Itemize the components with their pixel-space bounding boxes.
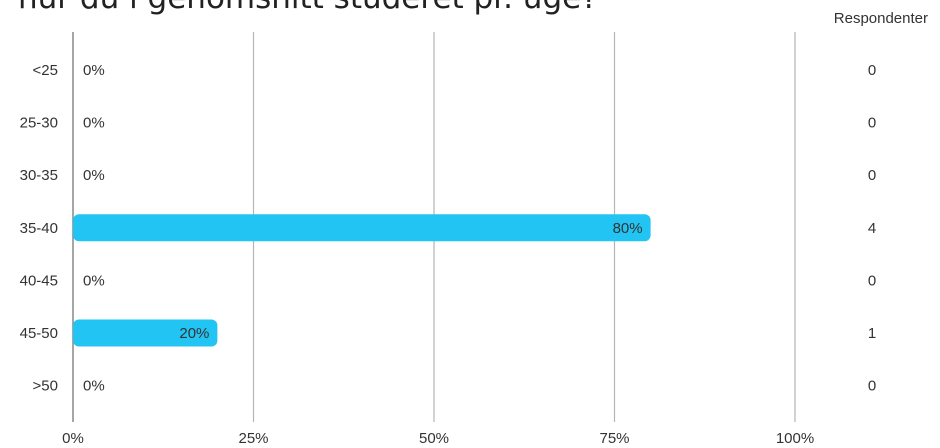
bar-value-label: 0% bbox=[83, 272, 105, 289]
x-tick-label: 75% bbox=[599, 430, 629, 447]
x-tick-label: 50% bbox=[419, 430, 449, 447]
category-label: 35-40 bbox=[20, 220, 58, 237]
category-label: 45-50 bbox=[20, 325, 58, 342]
bar bbox=[73, 319, 218, 347]
category-label: >50 bbox=[33, 378, 58, 395]
chart-title: hur du i genomsnitt studeret pr. uge? bbox=[0, 0, 818, 20]
bar-value-label: 0% bbox=[83, 62, 105, 79]
category-label: 40-45 bbox=[20, 272, 58, 289]
bar-value-label: 0% bbox=[83, 378, 105, 395]
count-column-header: Respondenter bbox=[833, 10, 928, 27]
respondent-count: 1 bbox=[868, 325, 876, 342]
bar-value-label: 20% bbox=[179, 325, 209, 342]
respondent-count: 0 bbox=[868, 167, 876, 184]
category-label: <25 bbox=[33, 62, 58, 79]
x-tick-label: 100% bbox=[776, 430, 814, 447]
x-tick-label: 0% bbox=[62, 430, 84, 447]
respondent-count: 0 bbox=[868, 378, 876, 395]
x-tick-label: 25% bbox=[238, 430, 268, 447]
bar bbox=[73, 214, 651, 242]
respondent-count: 0 bbox=[868, 115, 876, 132]
bar-value-label: 80% bbox=[613, 220, 643, 237]
respondent-count: 0 bbox=[868, 272, 876, 289]
respondent-count: 0 bbox=[868, 62, 876, 79]
category-label: 30-35 bbox=[20, 167, 58, 184]
bar-value-label: 0% bbox=[83, 115, 105, 132]
bar-value-label: 0% bbox=[83, 167, 105, 184]
respondent-count: 4 bbox=[868, 220, 876, 237]
category-label: 25-30 bbox=[20, 115, 58, 132]
